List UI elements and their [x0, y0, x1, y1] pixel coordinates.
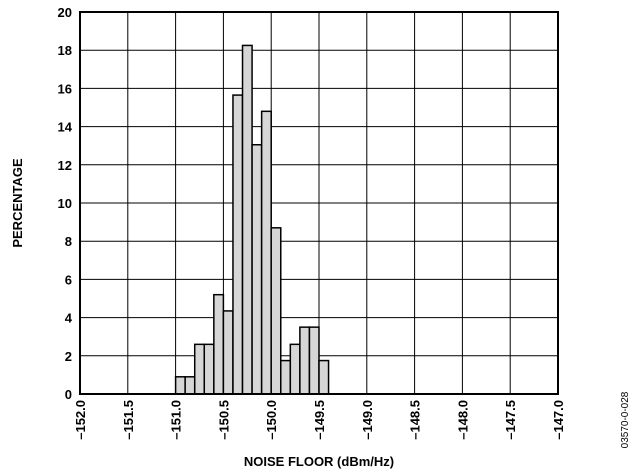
- x-tick-label: –151.0: [169, 400, 184, 440]
- histogram-bar: [299, 326, 311, 395]
- histogram-bar: [203, 343, 215, 395]
- x-axis-title: NOISE FLOOR (dBm/Hz): [244, 454, 394, 469]
- histogram-bars: [174, 44, 330, 395]
- histogram-bar: [241, 44, 253, 395]
- y-tick-label: 4: [65, 311, 73, 326]
- x-tick-label: –152.0: [73, 400, 88, 440]
- x-tick-label: –151.5: [121, 400, 136, 440]
- histogram-bar: [184, 376, 196, 395]
- y-tick-label: 14: [58, 120, 73, 135]
- y-tick-label: 18: [58, 43, 72, 58]
- x-tick-label: –147.0: [551, 400, 566, 440]
- y-tick-label: 2: [65, 349, 72, 364]
- y-axis-title: PERCENTAGE: [10, 158, 25, 248]
- histogram-bar: [251, 143, 263, 395]
- histogram-bar: [289, 343, 301, 395]
- histogram-bar: [270, 227, 282, 395]
- histogram-bar: [260, 110, 272, 395]
- histogram-bar: [213, 293, 225, 395]
- y-tick-label: 6: [65, 272, 72, 287]
- x-axis-tick-labels: –152.0 –151.5 –151.0 –150.5 –150.0 –149.5 –149…: [73, 400, 566, 440]
- x-tick-label: –150.0: [264, 400, 279, 440]
- histogram-bar: [193, 343, 206, 395]
- figure-id: 03570-0-028: [620, 391, 631, 448]
- x-tick-label: –148.5: [408, 400, 423, 440]
- histogram-bar: [232, 94, 244, 395]
- y-tick-label: 10: [58, 196, 72, 211]
- x-tick-label: –150.5: [216, 400, 231, 440]
- x-tick-label: –147.5: [503, 400, 518, 440]
- histogram-bar: [174, 376, 186, 395]
- histogram-bar: [308, 326, 320, 395]
- plot-frame: [79, 11, 559, 395]
- histogram-bar: [318, 359, 330, 395]
- x-tick-label: –148.0: [455, 400, 470, 440]
- y-tick-label: 0: [65, 387, 72, 402]
- x-tick-label: –149.0: [360, 400, 375, 440]
- y-tick-label: 20: [58, 5, 72, 20]
- y-tick-label: 8: [65, 234, 72, 249]
- x-tick-label: –149.5: [312, 400, 327, 440]
- histogram-bar: [280, 359, 292, 395]
- y-tick-label: 16: [58, 81, 72, 96]
- histogram-bar: [222, 310, 234, 395]
- y-tick-label: 12: [58, 158, 72, 173]
- y-axis-tick-labels: 0 2 4 6 8 10 12 14 16 18 20: [58, 5, 73, 402]
